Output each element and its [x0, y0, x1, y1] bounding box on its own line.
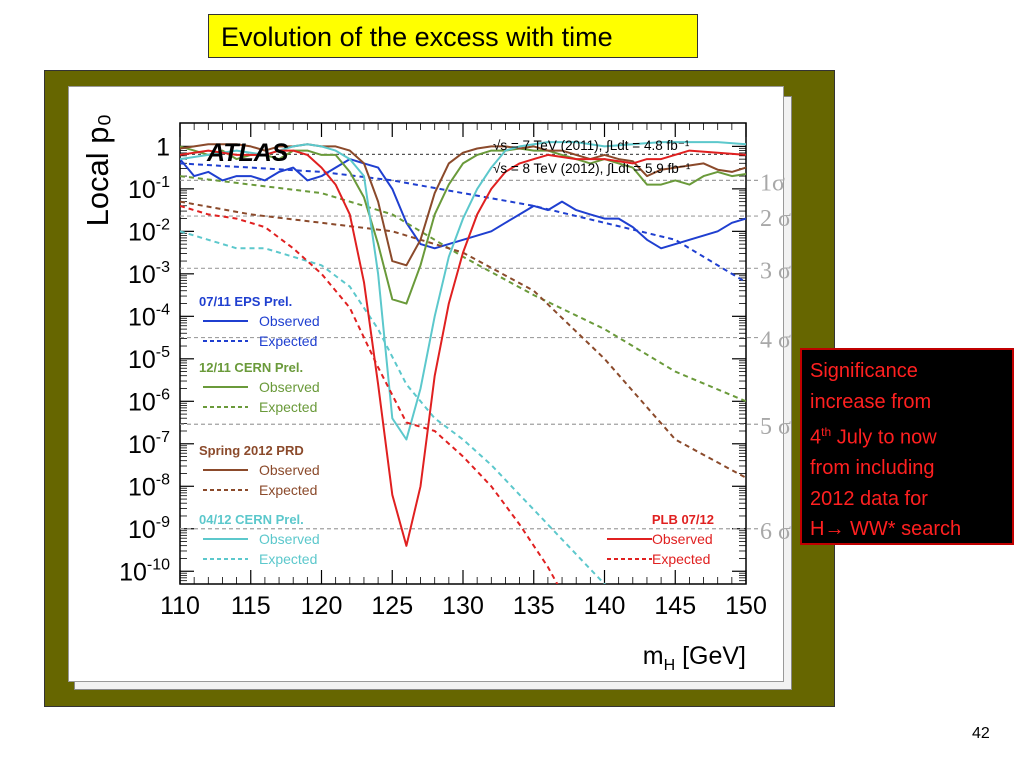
y-tick-label: 10-6	[128, 386, 170, 416]
y-tick-exponent: -1	[156, 174, 170, 191]
y-tick-exponent: -7	[156, 429, 170, 446]
callout-line: 2012 data for	[810, 484, 1004, 515]
x-axis-unit: [GeV]	[675, 642, 746, 670]
y-tick-base: 10	[128, 261, 156, 289]
legend-label-observed: Observed	[259, 313, 320, 329]
y-tick-label: 10-5	[128, 344, 170, 374]
y-tick-label: 10-3	[128, 259, 170, 289]
y-tick-label: 10-7	[128, 429, 170, 459]
x-tick-label: 130	[442, 592, 484, 620]
legend-heading: Spring 2012 PRD	[199, 443, 304, 458]
y-tick-label: 10-10	[119, 556, 170, 586]
y-tick-exponent: -4	[156, 301, 170, 318]
x-tick-label: 125	[371, 592, 413, 620]
legend-label-observed: Observed	[259, 531, 320, 547]
y-tick-exponent: -10	[147, 556, 170, 573]
legend-label-observed: Observed	[652, 531, 713, 547]
callout-text: from including	[810, 457, 935, 480]
legend-heading: 12/11 CERN Prel.	[199, 360, 303, 375]
y-tick-exponent: -3	[156, 259, 170, 276]
y-tick-exponent: -9	[156, 514, 170, 531]
sigma-label: 2 σ	[760, 206, 791, 232]
observed-curve	[180, 143, 746, 267]
callout-line: Significance	[810, 356, 1004, 387]
x-tick-label: 140	[584, 592, 626, 620]
y-tick-exponent: -5	[156, 344, 170, 361]
observed-curve	[180, 149, 746, 547]
callout-line: H→ WW* search	[810, 514, 1004, 545]
y-tick-base: 10	[128, 473, 156, 501]
legend-heading: 04/12 CERN Prel.	[199, 512, 304, 527]
sigma-label: 1σ	[760, 170, 785, 196]
y-tick-base: 10	[119, 558, 147, 586]
legend-label-expected: Expected	[259, 333, 317, 349]
x-axis-label: mH [GeV]	[643, 642, 746, 674]
callout-text: 4	[810, 426, 822, 449]
y-tick-base: 10	[128, 431, 156, 459]
x-axis-symbol: m	[643, 642, 664, 670]
observed-curve	[180, 145, 746, 305]
y-axis-label: Local p₀	[80, 114, 115, 227]
luminosity-label: √s = 7 TeV (2011), ∫Ldt = 4.8 fb⁻¹	[493, 138, 690, 153]
slide-title: Evolution of the excess with time	[208, 14, 698, 58]
x-tick-label: 110	[160, 592, 200, 620]
x-tick-label: 150	[725, 592, 767, 620]
legend-label-expected: Expected	[259, 551, 317, 567]
experiment-label: ATLAS	[206, 139, 289, 167]
expected-curve	[180, 175, 746, 403]
callout-superscript: th	[821, 425, 832, 439]
expected-curve	[180, 204, 559, 584]
x-axis-subscript: H	[664, 657, 676, 674]
sigma-label: 4 σ	[760, 328, 791, 354]
y-tick-exponent: -8	[156, 471, 170, 488]
y-tick-base: 1	[156, 133, 170, 161]
legend-heading: 07/11 EPS Prel.	[199, 294, 292, 309]
significance-callout: Significance increase from 4th July to now…	[800, 348, 1014, 545]
y-tick-base: 10	[128, 516, 156, 544]
y-tick-label: 10-8	[128, 471, 170, 501]
callout-text: H→ WW* search	[810, 518, 962, 541]
x-tick-label: 115	[231, 592, 271, 620]
observed-curve	[180, 158, 746, 250]
legend-heading: PLB 07/12	[652, 512, 714, 527]
y-tick-base: 10	[128, 176, 156, 204]
y-tick-base: 10	[128, 388, 156, 416]
callout-line: increase from	[810, 387, 1004, 418]
y-tick-label: 10-9	[128, 514, 170, 544]
sigma-label: 3 σ	[760, 258, 791, 284]
x-tick-label: 135	[513, 592, 555, 620]
y-tick-label: 10-4	[128, 301, 170, 331]
y-tick-label: 10-1	[128, 174, 170, 204]
x-tick-label: 145	[654, 592, 696, 620]
callout-line: 4th July to now	[810, 417, 1004, 453]
sigma-label: 5 σ	[760, 414, 791, 440]
y-tick-base: 10	[128, 303, 156, 331]
callout-line: from including	[810, 453, 1004, 484]
legend-label-expected: Expected	[652, 551, 710, 567]
x-tick-label: 120	[301, 592, 343, 620]
luminosity-label: √s = 8 TeV (2012), ∫Ldt = 5.9 fb⁻¹	[493, 161, 691, 176]
y-tick-base: 10	[128, 218, 156, 246]
sigma-label: 6 σ	[760, 519, 791, 545]
callout-text: increase from	[810, 390, 932, 413]
y-tick-exponent: -6	[156, 386, 170, 403]
expected-curve	[180, 162, 746, 284]
observed-curve	[180, 141, 746, 441]
y-tick-label: 10-2	[128, 216, 170, 246]
callout-text: Significance	[810, 360, 918, 382]
slide-number: 42	[972, 725, 990, 742]
legend-label-observed: Observed	[259, 379, 320, 395]
y-tick-label: 1	[156, 133, 170, 161]
callout-text: 2012 data for	[810, 487, 928, 510]
series-group	[180, 141, 746, 584]
legend-label-expected: Expected	[259, 399, 317, 415]
legend-label-observed: Observed	[259, 462, 320, 478]
y-tick-exponent: -2	[156, 216, 170, 233]
y-tick-base: 10	[128, 346, 156, 374]
callout-text: July to now	[831, 426, 937, 449]
expected-curve	[180, 230, 607, 584]
legend-label-expected: Expected	[259, 482, 317, 498]
